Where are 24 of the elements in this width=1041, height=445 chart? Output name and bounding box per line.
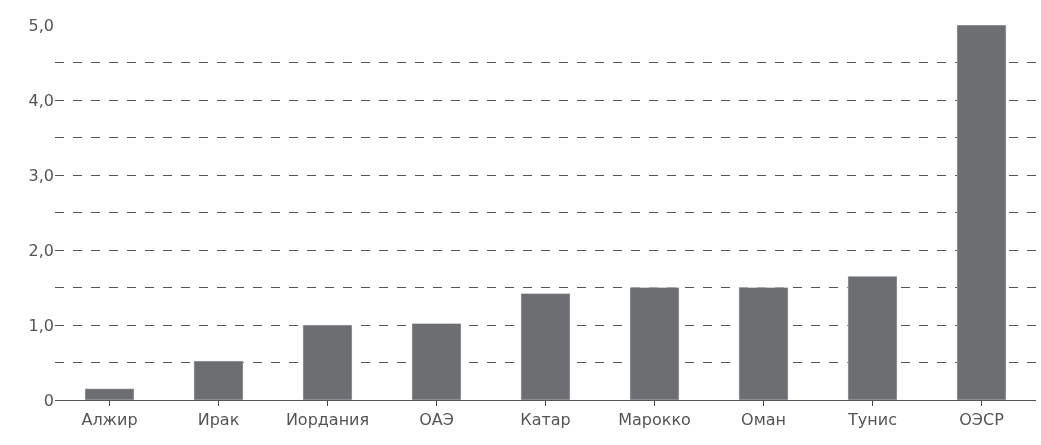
y-tick-label: 5,0 — [28, 15, 54, 35]
x-tick-label: Ирак — [197, 410, 240, 430]
bar — [520, 293, 571, 400]
x-tick-label: ОАЭ — [419, 410, 454, 430]
y-tick-label: 2,0 — [28, 240, 54, 260]
x-tick-label: Катар — [520, 410, 571, 430]
y-tick-label: 1,0 — [28, 315, 54, 335]
x-tick-label: Иордания — [285, 410, 370, 430]
y-tick-label: 3,0 — [28, 165, 54, 185]
bar — [193, 360, 244, 400]
x-tick-label: ОЭСР — [959, 410, 1005, 430]
x-tick-label: Марокко — [618, 410, 691, 430]
x-tick-label: Тунис — [847, 410, 897, 430]
bar — [84, 388, 135, 400]
bar — [411, 323, 462, 400]
bar — [302, 324, 353, 400]
y-tick-label: 4,0 — [28, 90, 54, 110]
bar — [738, 287, 789, 400]
x-tick-label: Оман — [741, 410, 786, 430]
bar — [956, 25, 1007, 400]
x-tick-label: Алжир — [81, 410, 138, 430]
y-tick-label: 0 — [43, 390, 54, 410]
bar — [847, 276, 898, 400]
bar — [629, 287, 680, 400]
